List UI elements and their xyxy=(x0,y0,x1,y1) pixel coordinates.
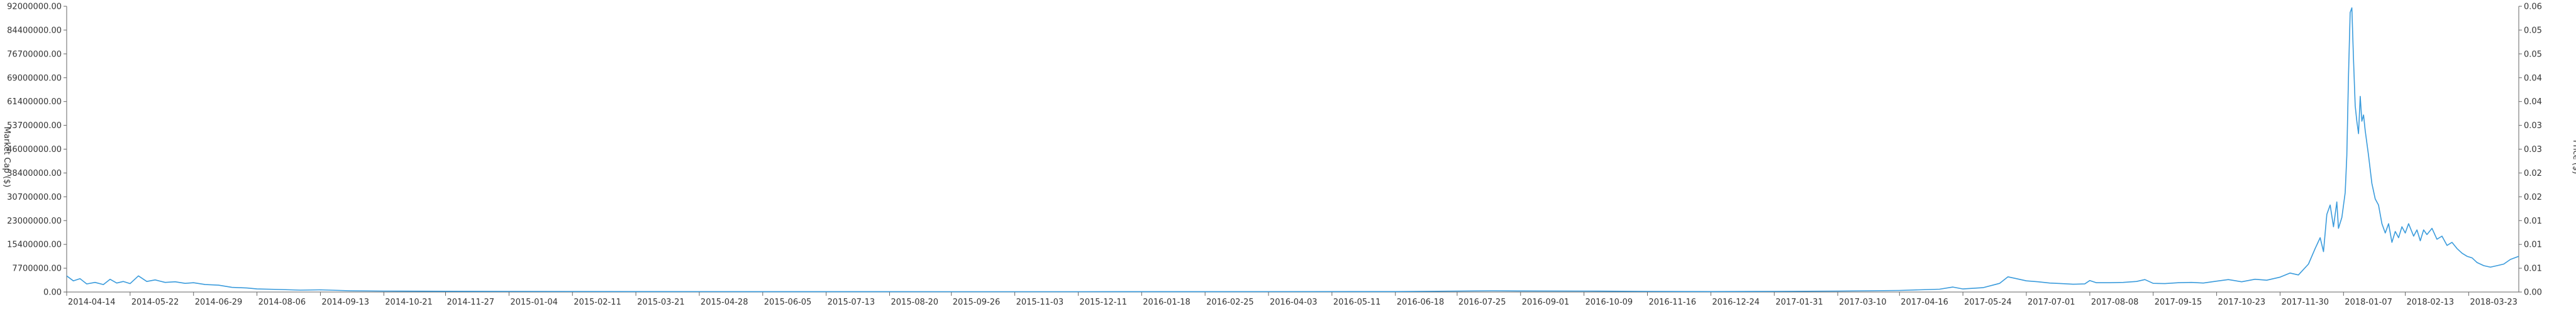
left-tick-label: 92000000.00 xyxy=(7,3,62,12)
left-tick-label: 53700000.00 xyxy=(7,121,62,131)
x-tick-label: 2016-12-24 xyxy=(1712,298,1760,307)
x-tick-label: 2017-09-15 xyxy=(2155,298,2202,307)
x-tick-label: 2014-08-06 xyxy=(258,298,306,307)
right-tick-label: 0.05 xyxy=(2524,50,2542,59)
right-tick-label: 0.01 xyxy=(2524,217,2542,226)
left-tick-label: 23000000.00 xyxy=(7,217,62,226)
plot-area xyxy=(66,7,2519,293)
right-axis-label: Price ($) xyxy=(2571,140,2576,174)
right-tick-label: 0.02 xyxy=(2524,193,2542,202)
x-tick-label: 2016-11-16 xyxy=(1649,298,1697,307)
right-tick-label: 0.01 xyxy=(2524,241,2542,250)
x-tick-label: 2014-09-13 xyxy=(321,298,369,307)
x-tick-label: 2015-07-13 xyxy=(828,298,875,307)
x-tick-label: 2017-11-30 xyxy=(2281,298,2329,307)
x-tick-label: 2016-06-18 xyxy=(1397,298,1445,307)
x-tick-label: 2018-02-13 xyxy=(2407,298,2455,307)
x-tick-label: 2018-03-23 xyxy=(2470,298,2518,307)
left-tick-label: 46000000.00 xyxy=(7,145,62,154)
x-tick-label: 2015-03-21 xyxy=(637,298,685,307)
right-tick-label: 0.06 xyxy=(2524,3,2542,12)
x-tick-label: 2016-02-25 xyxy=(1206,298,1254,307)
x-tick-label: 2014-11-27 xyxy=(447,298,495,307)
x-tick-label: 2017-01-31 xyxy=(1775,298,1823,307)
right-tick-label: 0.00 xyxy=(2524,288,2542,298)
x-tick-label: 2015-01-04 xyxy=(510,298,558,307)
left-tick-label: 69000000.00 xyxy=(7,73,62,83)
x-axis: 2014-04-14 2014-05-22 2014-06-29 2014-08-06… xyxy=(66,291,2519,307)
left-tick-label: 76700000.00 xyxy=(7,50,62,59)
x-tick-label: 2015-04-28 xyxy=(701,298,748,307)
x-tick-label: 2016-10-09 xyxy=(1585,298,1633,307)
right-tick-label: 0.03 xyxy=(2524,121,2542,131)
x-tick-label: 2017-10-23 xyxy=(2218,298,2266,307)
x-tick-label: 2014-10-21 xyxy=(385,298,433,307)
left-tick-label: 61400000.00 xyxy=(7,97,62,107)
left-tick-label: 38400000.00 xyxy=(7,169,62,178)
x-tick-label: 2014-04-14 xyxy=(68,298,116,307)
x-tick-label: 2017-07-01 xyxy=(2028,298,2075,307)
x-tick-label: 2016-04-03 xyxy=(1270,298,1318,307)
x-tick-label: 2015-09-26 xyxy=(953,298,1001,307)
series-line xyxy=(66,7,2519,293)
x-tick-label: 2016-09-01 xyxy=(1522,298,1570,307)
right-tick-label: 0.04 xyxy=(2524,73,2542,83)
x-tick-label: 2015-08-20 xyxy=(891,298,939,307)
left-axis-label: Market Cap ($) xyxy=(2,127,11,188)
x-tick-label: 2016-01-18 xyxy=(1143,298,1191,307)
x-tick-label: 2015-06-05 xyxy=(764,298,812,307)
left-tick-label: 30700000.00 xyxy=(7,193,62,202)
right-tick-label: 0.03 xyxy=(2524,145,2542,154)
x-tick-label: 2014-05-22 xyxy=(131,298,179,307)
left-tick-label: 7700000.00 xyxy=(12,264,62,274)
x-tick-label: 2017-04-16 xyxy=(1901,298,1948,307)
left-tick-label: 0.00 xyxy=(43,288,62,298)
right-y-axis: 0.00 0.01 0.01 0.01 0.02 0.02 0.03 0.03 0.04 0.04… xyxy=(2518,3,2542,298)
x-tick-label: 2016-05-11 xyxy=(1333,298,1381,307)
x-tick-label: 2015-02-11 xyxy=(574,298,621,307)
left-tick-label: 84400000.00 xyxy=(7,26,62,35)
left-tick-label: 15400000.00 xyxy=(7,241,62,250)
x-tick-label: 2015-11-03 xyxy=(1016,298,1064,307)
right-tick-label: 0.05 xyxy=(2524,26,2542,35)
x-tick-label: 2017-05-24 xyxy=(1964,298,2012,307)
left-y-axis: 0.00 7700000.00 15400000.00 23000000.00 3070… xyxy=(7,3,67,298)
x-tick-label: 2015-12-11 xyxy=(1079,298,1127,307)
right-tick-label: 0.04 xyxy=(2524,97,2542,107)
right-tick-label: 0.02 xyxy=(2524,169,2542,178)
right-tick-label: 0.01 xyxy=(2524,264,2542,274)
x-tick-label: 2016-07-25 xyxy=(1458,298,1506,307)
x-tick-label: 2018-01-07 xyxy=(2345,298,2392,307)
x-tick-label: 2014-06-29 xyxy=(195,298,243,307)
x-tick-label: 2017-08-08 xyxy=(2091,298,2139,307)
x-tick-label: 2017-03-10 xyxy=(1839,298,1887,307)
